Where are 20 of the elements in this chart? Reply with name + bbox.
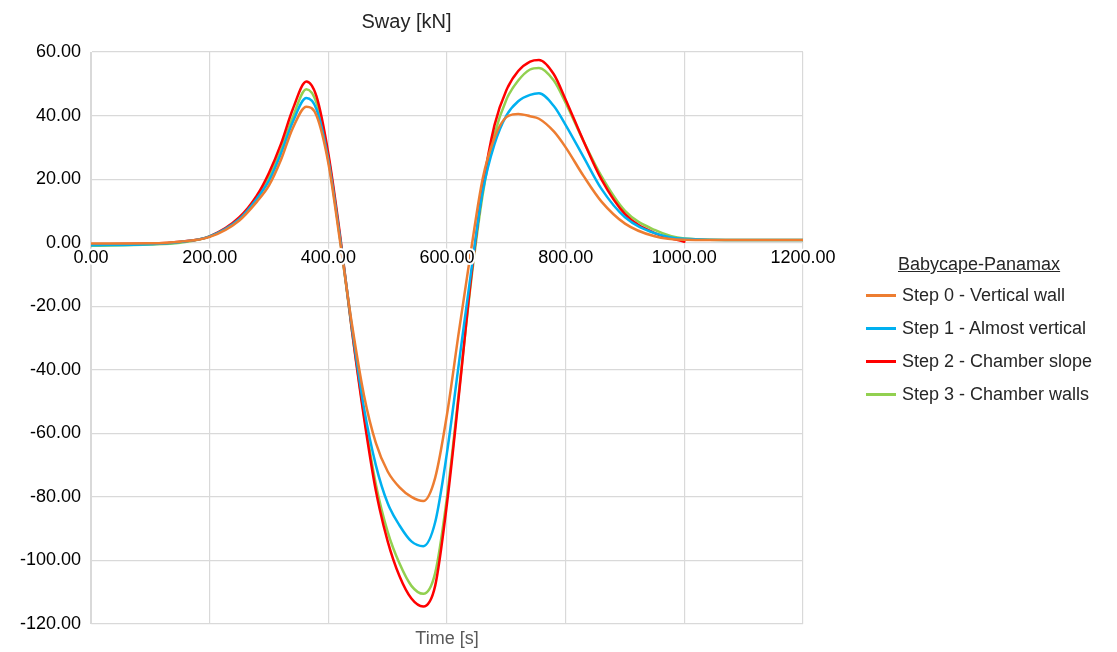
y-tick-label: -20.00 [30, 295, 82, 316]
x-axis-title: Time [s] [415, 627, 479, 648]
y-tick-label: 20.00 [36, 168, 82, 189]
legend-label: Step 3 - Chamber walls [902, 383, 1090, 406]
y-tick-label: -60.00 [30, 422, 82, 443]
x-tick-label: 800.00 [538, 246, 594, 267]
x-tick-label: 1000.00 [651, 246, 717, 267]
x-tick-label: 1200.00 [770, 246, 836, 267]
y-tick-label: -40.00 [30, 358, 82, 379]
chart-title: Sway [kN] [361, 9, 452, 32]
legend-label: Step 0 - Vertical wall [902, 284, 1066, 307]
y-tick-label: 40.00 [36, 104, 82, 125]
y-tick-label: -120.00 [19, 612, 82, 633]
y-tick-label: 60.00 [36, 40, 82, 61]
y-tick-label: -100.00 [19, 549, 82, 570]
y-tick-label: -80.00 [30, 485, 82, 506]
x-tick-label: 200.00 [182, 246, 238, 267]
legend-label: Step 1 - Almost vertical [902, 317, 1087, 340]
legend-label: Step 2 - Chamber slope [902, 350, 1093, 373]
legend-title: Babycape-Panamax [897, 253, 1062, 276]
